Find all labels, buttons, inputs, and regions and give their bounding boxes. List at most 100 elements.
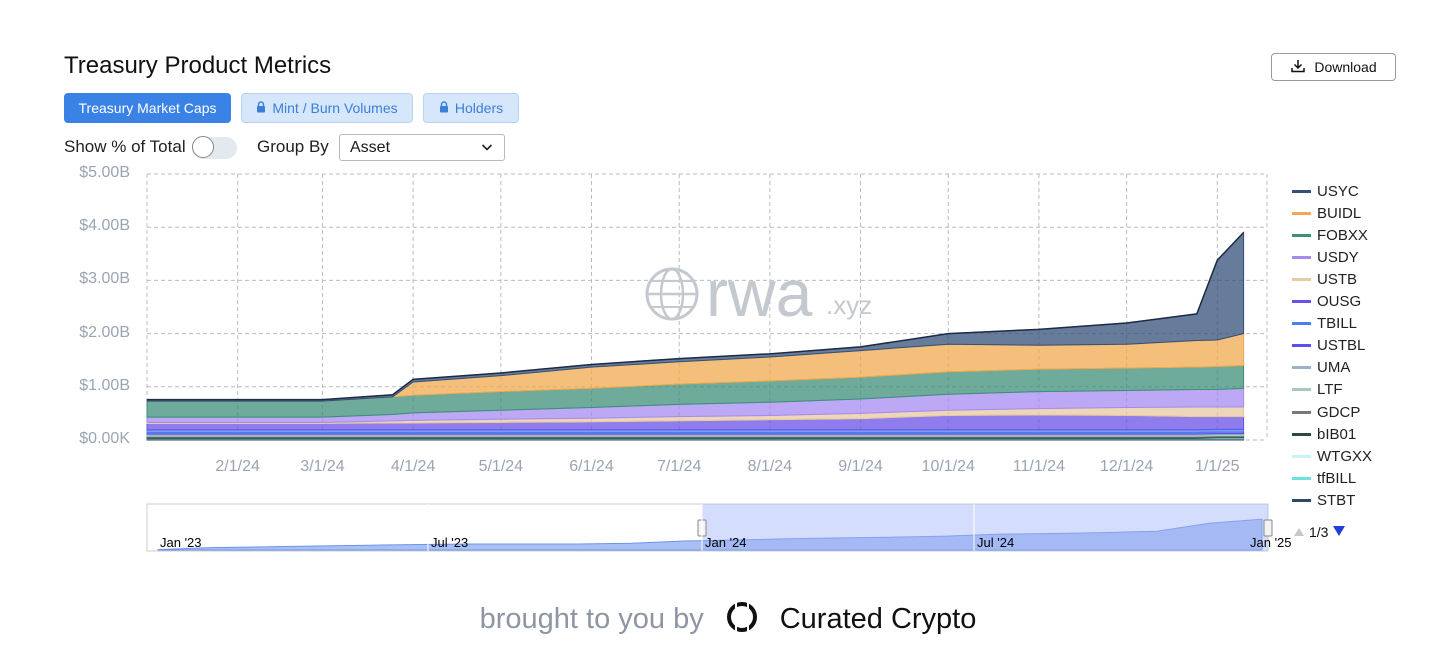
footer-brand: Curated Crypto (779, 603, 977, 635)
y-tick-label: $4.00B (79, 217, 130, 235)
y-tick-label: $1.00B (79, 376, 130, 394)
watermark-text: rwa (706, 256, 813, 330)
legend-label: GDCP (1317, 403, 1361, 421)
legend-label: bIB01 (1317, 425, 1357, 443)
curated-crypto-logo-icon (722, 600, 762, 639)
page-title: Treasury Product Metrics (64, 52, 332, 79)
page-down-icon[interactable] (1332, 524, 1346, 540)
x-tick-label: 12/1/24 (1099, 458, 1154, 475)
legend-swatch (1292, 344, 1311, 348)
download-icon (1290, 59, 1306, 76)
group-by-select[interactable]: Asset (339, 134, 505, 161)
x-tick-label: 1/1/25 (1195, 458, 1240, 475)
navigator-selection (702, 504, 1268, 551)
navigator-right-handle[interactable] (1263, 519, 1273, 537)
tab-mint-burn-volumes[interactable]: Mint / Burn Volumes (241, 93, 413, 123)
legend-label: FOBXX (1317, 226, 1368, 244)
watermark-suffix: .xyz (826, 290, 872, 320)
watermark: rwa .xyz (645, 256, 872, 330)
legend-label: USYC (1317, 182, 1359, 200)
range-navigator: Jan '23 Jul '23 Jan '24 Jul '24 Jan '25 (146, 503, 1292, 552)
y-tick-label: $3.00B (79, 270, 130, 288)
y-tick-label: $5.00B (79, 164, 130, 181)
legend-swatch (1292, 366, 1311, 370)
legend-page: 1/3 (1309, 524, 1329, 540)
x-tick-label: 10/1/24 (921, 458, 975, 475)
legend-item-usyc[interactable]: USYC (1292, 181, 1359, 201)
legend-swatch (1292, 211, 1311, 215)
lock-icon (439, 100, 449, 116)
x-tick-label: 2/1/24 (215, 458, 260, 475)
legend-label: STBT (1317, 491, 1356, 509)
group-by-label: Group By (257, 137, 329, 156)
legend-item-ltf[interactable]: LTF (1292, 380, 1343, 400)
show-pct-toggle[interactable] (192, 136, 237, 159)
nav-label: Jan '24 (705, 535, 747, 550)
x-tick-label: 8/1/24 (747, 458, 793, 475)
legend-label: UMA (1317, 359, 1351, 377)
chevron-down-icon (480, 140, 494, 159)
nav-label: Jul '24 (977, 535, 1014, 550)
legend-swatch (1292, 432, 1311, 436)
series-areas (146, 231, 1245, 441)
legend-item-fobxx[interactable]: FOBXX (1292, 225, 1368, 245)
footer-prefix: brought to you by (479, 603, 704, 635)
legend-item-gdcp[interactable]: GDCP (1292, 402, 1360, 422)
tab-label: Treasury Market Caps (78, 100, 217, 116)
legend-swatch (1292, 388, 1311, 392)
x-tick-label: 3/1/24 (300, 458, 345, 475)
legend-item-ousg[interactable]: OUSG (1292, 292, 1361, 312)
legend-item-tfbill[interactable]: tfBILL (1292, 468, 1356, 488)
legend-swatch (1292, 233, 1311, 237)
legend-item-ustbl[interactable]: USTBL (1292, 336, 1365, 356)
page-up-icon[interactable] (1293, 524, 1305, 540)
legend-label: USDY (1317, 248, 1359, 266)
x-tick-label: 5/1/24 (478, 458, 524, 475)
group-by-value: Asset (350, 138, 391, 156)
legend-swatch (1292, 300, 1311, 303)
legend-label: USTB (1317, 270, 1358, 288)
download-label: Download (1314, 59, 1377, 75)
y-tick-label: $2.00B (79, 323, 130, 341)
navigator-area (157, 518, 1263, 551)
x-tick-label: 6/1/24 (569, 458, 614, 475)
nav-label: Jan '23 (160, 535, 202, 550)
legend-swatch (1292, 454, 1311, 458)
legend-item-usdy[interactable]: USDY (1292, 247, 1359, 267)
legend-swatch (1292, 255, 1311, 259)
legend-item-bib01[interactable]: bIB01 (1292, 424, 1356, 444)
legend-item-ustb[interactable]: USTB (1292, 269, 1357, 289)
legend-item-stbt[interactable]: STBT (1292, 490, 1355, 510)
legend-swatch (1292, 476, 1311, 480)
nav-label: Jan '25 (1250, 535, 1292, 550)
toggle-knob (192, 136, 214, 158)
legend-label: BUIDL (1317, 204, 1362, 222)
footer: brought to you by Curated Crypto (0, 600, 1456, 639)
legend-item-tbill[interactable]: TBILL (1292, 314, 1357, 334)
legend-swatch (1292, 410, 1311, 414)
x-tick-label: 4/1/24 (390, 458, 436, 475)
legend-item-wtgxx[interactable]: WTGXX (1292, 446, 1372, 466)
legend-item-buidl[interactable]: BUIDL (1292, 203, 1361, 223)
x-tick-label: 9/1/24 (838, 458, 883, 475)
legend-label: WTGXX (1317, 447, 1372, 465)
legend-label: USTBL (1317, 337, 1366, 355)
legend-item-uma[interactable]: UMA (1292, 358, 1350, 378)
legend-label: TBILL (1317, 315, 1358, 333)
legend-swatch (1292, 277, 1311, 281)
tab-holders[interactable]: Holders (423, 93, 519, 123)
legend-swatch (1292, 498, 1311, 502)
legend-swatch (1292, 322, 1311, 326)
nav-label: Jul '23 (431, 535, 468, 550)
show-pct-label: Show % of Total (64, 137, 186, 156)
tab-label: Holders (454, 100, 504, 116)
legend-label: tfBILL (1317, 469, 1357, 487)
download-button[interactable]: Download (1271, 53, 1396, 81)
legend-swatch (1292, 189, 1311, 193)
x-tick-label: 11/1/24 (1012, 458, 1065, 475)
tab-label: Mint / Burn Volumes (272, 100, 398, 116)
tab-treasury-market-caps[interactable]: Treasury Market Caps (64, 93, 231, 123)
legend-pager: 1/3 (1293, 524, 1346, 540)
total-outline (147, 232, 1245, 401)
